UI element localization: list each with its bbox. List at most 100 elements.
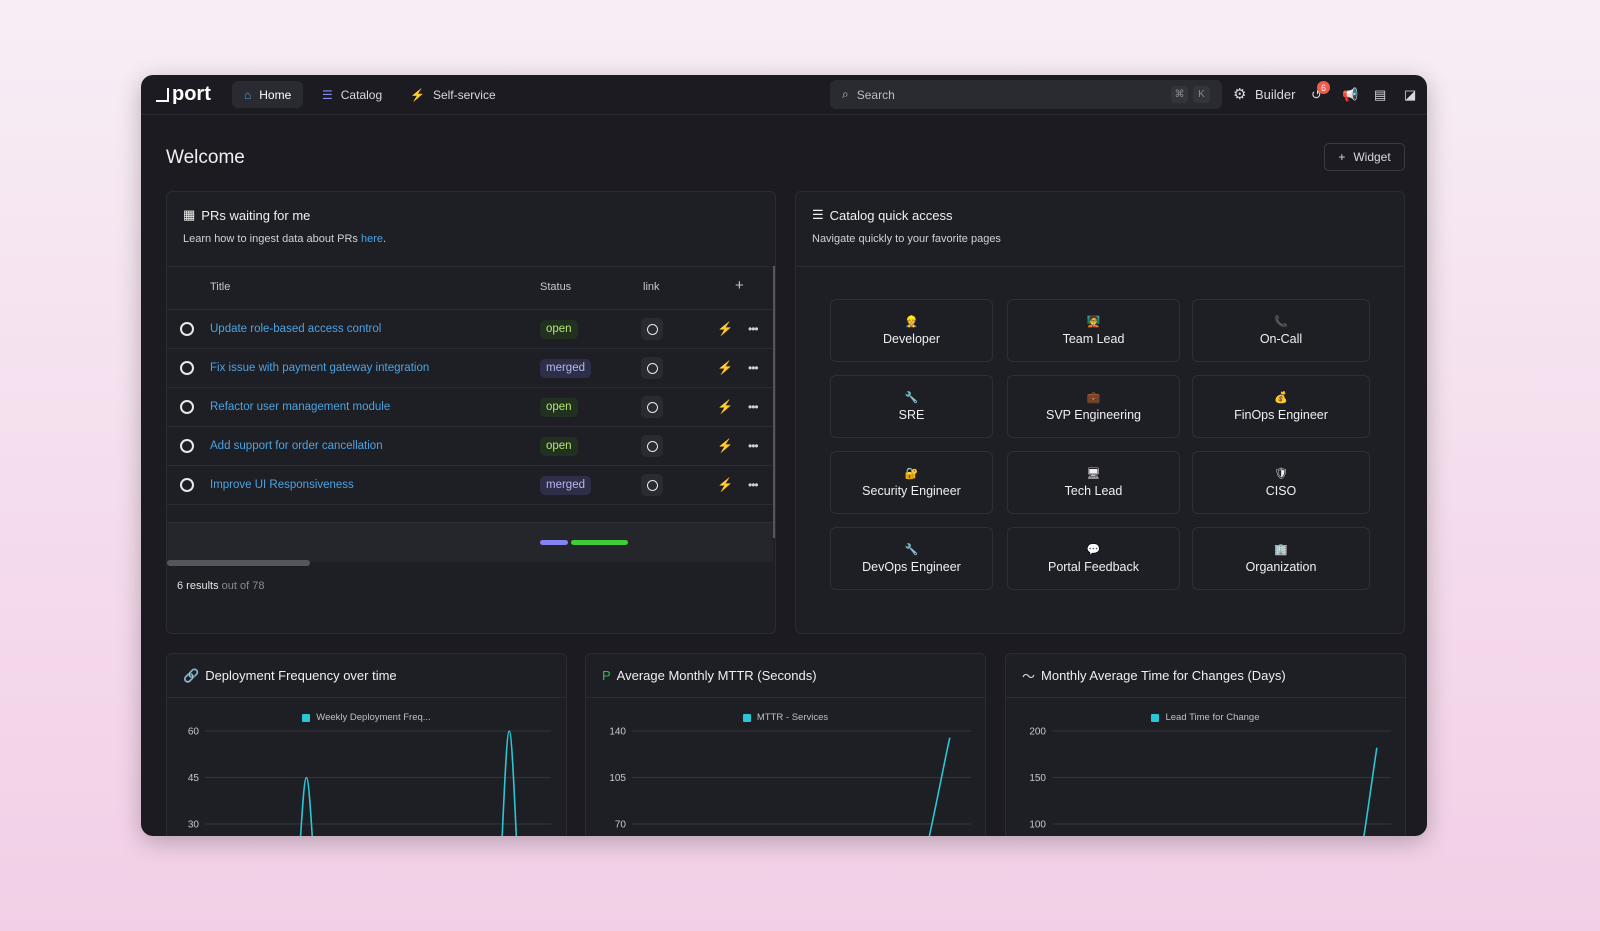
- chart-legend[interactable]: MTTR - Services: [586, 712, 985, 723]
- catalog-tile[interactable]: 💼 SVP Engineering: [1007, 375, 1180, 438]
- bolt-icon[interactable]: ⚡: [717, 477, 734, 492]
- search-icon: ⌕: [842, 87, 849, 101]
- y-tick-label: 60: [188, 727, 200, 738]
- legend-swatch: [302, 713, 311, 722]
- catalog-tile[interactable]: 🏢 Organization: [1192, 527, 1370, 590]
- nav-self-service[interactable]: ⚡ Self-service: [398, 81, 508, 108]
- bolt-icon[interactable]: ⚡: [717, 360, 734, 375]
- pr-title-link[interactable]: Update role-based access control: [210, 323, 382, 335]
- pr-title-link[interactable]: Refactor user management module: [210, 401, 391, 413]
- catalog-tile[interactable]: 💰 FinOps Engineer: [1192, 375, 1370, 438]
- github-link-button[interactable]: [641, 318, 663, 340]
- more-options-icon[interactable]: •••: [748, 322, 759, 336]
- catalog-tile[interactable]: 📞 On-Call: [1192, 299, 1370, 362]
- series-line: [928, 737, 951, 836]
- add-column-icon[interactable]: +: [735, 277, 744, 294]
- chart-legend[interactable]: Lead Time for Change: [1006, 712, 1405, 723]
- catalog-tile[interactable]: 🛡 CISO: [1192, 451, 1370, 514]
- search-input[interactable]: ⌕ Search ⌘ K: [830, 80, 1222, 109]
- pr-title-link[interactable]: Improve UI Responsiveness: [210, 479, 354, 491]
- legend-swatch: [742, 713, 751, 722]
- tile-emoji-icon: 🧑‍🏫: [1086, 316, 1101, 328]
- document-icon[interactable]: ▤: [1374, 87, 1387, 102]
- more-options-icon[interactable]: •••: [748, 400, 759, 414]
- y-tick-label: 30: [188, 820, 200, 831]
- port-logo[interactable]: port: [156, 83, 211, 106]
- kbd-k: K: [1193, 86, 1210, 103]
- merged-bar: [540, 540, 568, 545]
- y-tick-label: 70: [615, 820, 627, 831]
- github-icon: [646, 362, 658, 374]
- add-widget-button[interactable]: + Widget: [1324, 143, 1405, 171]
- megaphone-icon[interactable]: 📢: [1342, 87, 1359, 102]
- tile-label: Developer: [883, 332, 940, 346]
- github-icon: [180, 439, 194, 453]
- status-badge: open: [540, 319, 578, 339]
- widget-subtitle: Learn how to ingest data about PRs: [183, 233, 361, 245]
- pr-title-link[interactable]: Fix issue with payment gateway integrati…: [210, 362, 430, 374]
- col-link[interactable]: link: [643, 281, 660, 293]
- catalog-tile[interactable]: 🔐 Security Engineer: [830, 451, 993, 514]
- more-options-icon[interactable]: •••: [748, 361, 759, 375]
- github-link-button[interactable]: [641, 435, 663, 457]
- catalog-tile[interactable]: 🖥 Tech Lead: [1007, 451, 1180, 514]
- pagerduty-icon: P: [602, 668, 611, 683]
- logo-mark-icon: [156, 87, 169, 102]
- github-link-button[interactable]: [641, 474, 663, 496]
- widget-subtitle: Navigate quickly to your favorite pages: [812, 233, 1001, 245]
- col-title[interactable]: Title: [210, 281, 231, 293]
- builder-button[interactable]: Builder: [1255, 87, 1296, 102]
- bolt-icon[interactable]: ⚡: [717, 438, 734, 453]
- bolt-icon[interactable]: ⚡: [717, 399, 734, 414]
- github-icon: [180, 400, 194, 414]
- status-badge: open: [540, 397, 578, 417]
- github-link-button[interactable]: [641, 396, 663, 418]
- top-nav: port ⌂ Home ☰ Catalog ⚡ Self-service ⌕ Searc…: [141, 75, 1427, 115]
- tile-emoji-icon: 💬: [1086, 544, 1101, 556]
- history-icon[interactable]: ↺: [1311, 87, 1322, 102]
- table-row[interactable]: Improve UI Responsiveness merged ⚡ •••: [167, 465, 773, 504]
- gear-icon[interactable]: ⚙: [1233, 86, 1247, 103]
- table-row[interactable]: Update role-based access control open ⚡ …: [167, 309, 773, 348]
- tile-emoji-icon: 🔧: [904, 544, 919, 556]
- catalog-tile[interactable]: 🔧 SRE: [830, 375, 993, 438]
- trend-icon: 〜: [1022, 669, 1036, 684]
- legend-label: MTTR - Services: [756, 712, 829, 723]
- tile-label: CISO: [1265, 484, 1297, 498]
- bolt-icon[interactable]: ⚡: [717, 321, 734, 336]
- chart-legend[interactable]: Weekly Deployment Freq...: [167, 712, 566, 723]
- nav-catalog[interactable]: ☰ Catalog: [310, 81, 394, 108]
- table-row[interactable]: Fix issue with payment gateway integrati…: [167, 348, 773, 387]
- catalog-tile[interactable]: 🔧 DevOps Engineer: [830, 527, 993, 590]
- horizontal-scrollbar[interactable]: [167, 560, 310, 566]
- table-row[interactable]: Refactor user management module open ⚡ •…: [167, 387, 773, 426]
- tile-emoji-icon: 🏢: [1274, 544, 1288, 556]
- vertical-scrollbar[interactable]: [773, 266, 775, 538]
- col-status[interactable]: Status: [540, 281, 572, 293]
- nav-home[interactable]: ⌂ Home: [232, 81, 304, 108]
- tile-label: On-Call: [1259, 332, 1303, 346]
- tile-emoji-icon: 💼: [1086, 392, 1101, 404]
- github-icon: [180, 478, 194, 492]
- more-options-icon[interactable]: •••: [748, 478, 759, 492]
- y-tick-label: 140: [609, 727, 626, 738]
- y-tick-label: 100: [1029, 820, 1046, 831]
- logo-text: port: [172, 83, 211, 105]
- app-window: port ⌂ Home ☰ Catalog ⚡ Self-service ⌕ Searc…: [141, 75, 1427, 836]
- table-icon: ▦: [183, 207, 196, 222]
- catalog-tile[interactable]: 🧑‍🏫 Team Lead: [1007, 299, 1180, 362]
- plus-icon: +: [1338, 150, 1346, 164]
- github-link-button[interactable]: [641, 357, 663, 379]
- catalog-tile[interactable]: 👷 Developer: [830, 299, 993, 362]
- port-corner-icon[interactable]: ◪: [1404, 87, 1417, 102]
- table-row[interactable]: Add support for order cancellation open …: [167, 426, 773, 465]
- catalog-tile[interactable]: 💬 Portal Feedback: [1007, 527, 1180, 590]
- tile-label: Security Engineer: [862, 484, 961, 498]
- more-options-icon[interactable]: •••: [748, 439, 759, 453]
- status-badge: merged: [540, 358, 591, 378]
- pr-title-link[interactable]: Add support for order cancellation: [210, 440, 383, 452]
- legend-swatch: [1151, 713, 1160, 722]
- here-link[interactable]: here: [360, 233, 383, 245]
